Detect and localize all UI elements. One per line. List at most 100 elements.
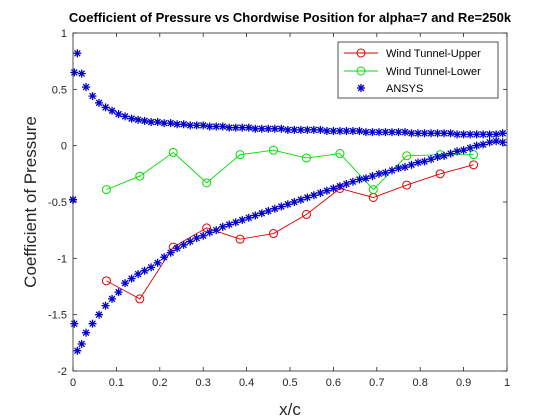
data-point-ansys xyxy=(342,179,351,188)
legend-marker-upper xyxy=(356,48,366,58)
x-tick-label: 0.3 xyxy=(196,377,211,389)
data-point-ansys xyxy=(498,129,507,138)
data-point-ansys xyxy=(277,124,286,133)
data-point-ansys xyxy=(77,69,86,78)
data-point-ansys xyxy=(160,253,169,262)
data-point-ansys xyxy=(251,124,260,133)
plot-marks xyxy=(69,49,507,355)
data-point-ansys xyxy=(153,118,162,127)
data-point-ansys xyxy=(374,169,383,178)
data-point-ansys xyxy=(277,202,286,211)
data-point-ansys xyxy=(433,129,442,138)
data-point-ansys xyxy=(225,220,234,229)
data-point-ansys xyxy=(127,114,136,123)
data-point-lower xyxy=(335,149,345,159)
data-point-ansys xyxy=(199,231,208,240)
data-point-ansys xyxy=(212,226,221,235)
y-tick-label: 0.5 xyxy=(52,84,67,96)
data-point-upper xyxy=(235,234,245,244)
data-point-ansys xyxy=(82,328,91,337)
data-point-ansys xyxy=(322,127,331,136)
x-tick-label: 0.4 xyxy=(239,377,254,389)
chart-title: Coefficient of Pressure vs Chordwise Pos… xyxy=(69,10,512,25)
data-point-ansys xyxy=(407,160,416,169)
data-point-lower xyxy=(469,150,479,160)
data-point-ansys xyxy=(453,147,462,156)
data-point-ansys xyxy=(355,175,364,184)
data-point-lower xyxy=(168,147,178,157)
data-point-upper xyxy=(469,160,479,170)
data-point-ansys xyxy=(420,157,429,166)
x-tick-label: 0.5 xyxy=(282,377,297,389)
data-point-ansys xyxy=(95,98,104,107)
data-point-ansys xyxy=(348,177,357,186)
data-point-ansys xyxy=(257,209,266,218)
data-point-ansys xyxy=(387,166,396,175)
data-point-ansys xyxy=(173,244,182,253)
data-point-ansys xyxy=(322,186,331,195)
data-point-ansys xyxy=(394,164,403,173)
data-point-ansys xyxy=(114,110,123,119)
data-point-lower xyxy=(101,185,111,195)
data-point-lower xyxy=(301,153,311,163)
data-point-ansys xyxy=(446,129,455,138)
x-axis-label: x/c xyxy=(279,400,301,419)
y-tick-label: -0.5 xyxy=(48,197,67,209)
data-point-ansys xyxy=(485,138,494,147)
data-point-ansys xyxy=(218,222,227,231)
data-point-ansys xyxy=(492,130,501,139)
data-point-ansys xyxy=(303,193,312,202)
data-point-ansys xyxy=(479,140,488,149)
data-point-ansys xyxy=(108,294,117,303)
data-point-ansys xyxy=(466,143,475,152)
data-point-ansys xyxy=(166,119,175,128)
x-tick-label: 0.6 xyxy=(326,377,341,389)
data-point-ansys xyxy=(218,122,227,131)
y-tick-label: 0 xyxy=(61,141,67,153)
data-point-ansys xyxy=(101,301,110,310)
data-point-ansys xyxy=(238,216,247,225)
data-point-lower xyxy=(269,145,279,155)
y-tick-label: -2 xyxy=(57,366,67,378)
data-point-ansys xyxy=(179,240,188,249)
data-point-ansys xyxy=(114,288,123,297)
x-tick-label: 0.9 xyxy=(456,377,471,389)
y-axis-label: Coefficient of Pressure xyxy=(21,116,40,288)
data-point-ansys xyxy=(381,128,390,137)
x-tick-label: 0.8 xyxy=(413,377,428,389)
data-point-ansys xyxy=(192,121,201,130)
data-point-ansys xyxy=(140,266,149,275)
data-point-ansys xyxy=(264,124,273,133)
data-point-ansys xyxy=(316,188,325,197)
data-point-ansys xyxy=(368,172,377,181)
data-point-ansys xyxy=(498,138,507,147)
data-point-ansys xyxy=(70,319,79,328)
series-line-lower xyxy=(106,149,474,191)
legend-label-ansys: ANSYS xyxy=(386,83,423,95)
legend-label-upper: Wind Tunnel-Upper xyxy=(386,48,481,60)
data-point-lower xyxy=(402,151,412,161)
data-point-ansys xyxy=(127,274,136,283)
data-point-ansys xyxy=(186,237,195,246)
data-point-ansys xyxy=(401,128,410,137)
x-tick-label: 0.1 xyxy=(109,377,124,389)
data-point-ansys xyxy=(466,130,475,139)
y-tick-label: -1.5 xyxy=(48,310,67,322)
data-point-ansys xyxy=(88,92,97,101)
data-point-ansys xyxy=(309,125,318,134)
data-point-ansys xyxy=(225,123,234,132)
data-point-upper xyxy=(101,276,111,286)
data-point-ansys xyxy=(108,106,117,115)
data-point-ansys xyxy=(355,127,364,136)
data-point-upper xyxy=(269,229,279,239)
data-point-ansys xyxy=(427,155,436,164)
data-point-ansys xyxy=(309,191,318,200)
data-point-lower xyxy=(202,178,212,188)
axis-ticks: 0 0.1 0.2 0.3 0.4 0.5 0.6 0.7 0.8 0.9 1 1 0.5 0 -0.5 -1… xyxy=(48,28,510,389)
data-point-ansys xyxy=(459,146,468,155)
data-point-ansys xyxy=(134,115,143,124)
data-point-ansys xyxy=(73,49,82,58)
y-tick-label: -1 xyxy=(57,253,67,265)
axes-box xyxy=(72,32,508,372)
legend-marker-lower xyxy=(356,66,366,76)
